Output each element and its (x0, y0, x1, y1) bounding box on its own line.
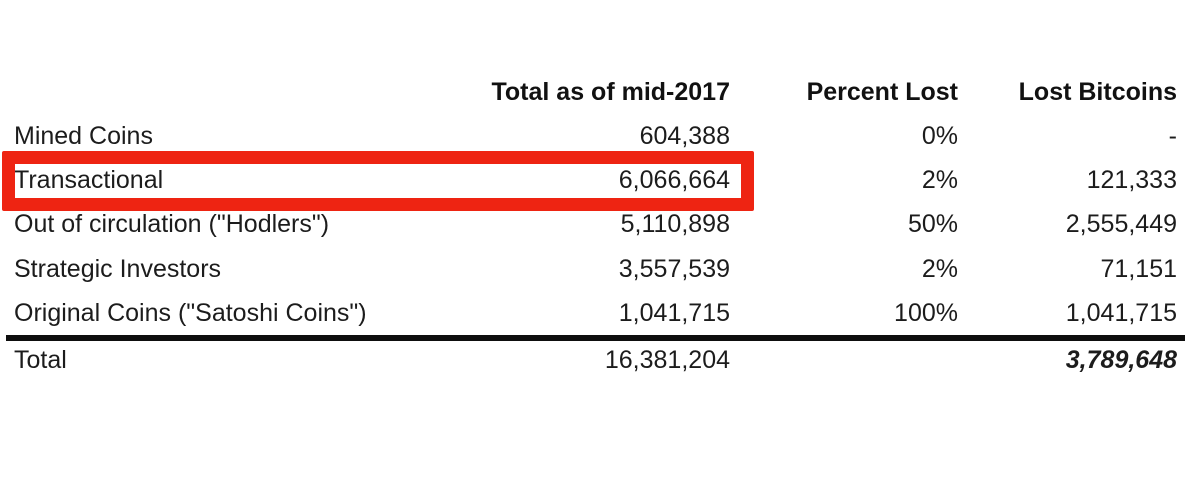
total-sum-cell: 16,381,204 (604, 346, 730, 375)
table-row-mined-coins: Mined Coins 604,388 0% - (14, 114, 1177, 158)
table-header-row: Total as of mid-2017 Percent Lost Lost B… (14, 70, 1178, 114)
lost-cell: - (1168, 121, 1177, 150)
table-row-strategic-investors: Strategic Investors 3,557,539 2% 71,151 (14, 247, 1177, 291)
total-divider-line (6, 335, 1185, 341)
percent-cell: 2% (921, 254, 958, 283)
total-cell: 3,557,539 (618, 254, 730, 283)
total-cell: 5,110,898 (620, 210, 730, 239)
percent-cell: 0% (921, 121, 958, 150)
total-row-label: Total (14, 346, 67, 375)
lost-cell: 1,041,715 (1065, 299, 1177, 328)
column-header-total: Total as of mid-2017 (491, 77, 731, 106)
column-header-blank (14, 70, 454, 114)
percent-cell: 100% (894, 299, 958, 328)
row-label: Mined Coins (14, 121, 153, 150)
row-label: Transactional (14, 166, 164, 195)
column-header-lost-bitcoins: Lost Bitcoins (1018, 77, 1177, 106)
percent-cell: 50% (907, 210, 958, 239)
total-cell: 604,388 (639, 121, 730, 150)
bitcoin-supply-table: Total as of mid-2017 Percent Lost Lost B… (14, 70, 1177, 386)
table-row-out-of-circulation: Out of circulation ("Hodlers") 5,110,898… (14, 203, 1177, 247)
total-cell: 6,066,664 (618, 166, 730, 195)
total-lost-cell: 3,789,648 (1065, 346, 1177, 375)
table-row-transactional: Transactional 6,066,664 2% 121,333 (14, 158, 1177, 202)
lost-cell: 121,333 (1086, 166, 1177, 195)
table-row-original-coins: Original Coins ("Satoshi Coins") 1,041,7… (14, 292, 1177, 336)
column-header-percent-lost: Percent Lost (806, 77, 958, 106)
percent-cell: 2% (921, 166, 958, 195)
table-row-total: Total 16,381,204 3,789,648 (14, 336, 1177, 386)
lost-cell: 71,151 (1100, 254, 1177, 283)
row-label: Out of circulation ("Hodlers") (14, 210, 330, 239)
row-label: Strategic Investors (14, 254, 222, 283)
total-cell: 1,041,715 (618, 299, 730, 328)
total-percent-cell (730, 336, 958, 386)
lost-cell: 2,555,449 (1065, 210, 1177, 239)
row-label: Original Coins ("Satoshi Coins") (14, 299, 367, 328)
